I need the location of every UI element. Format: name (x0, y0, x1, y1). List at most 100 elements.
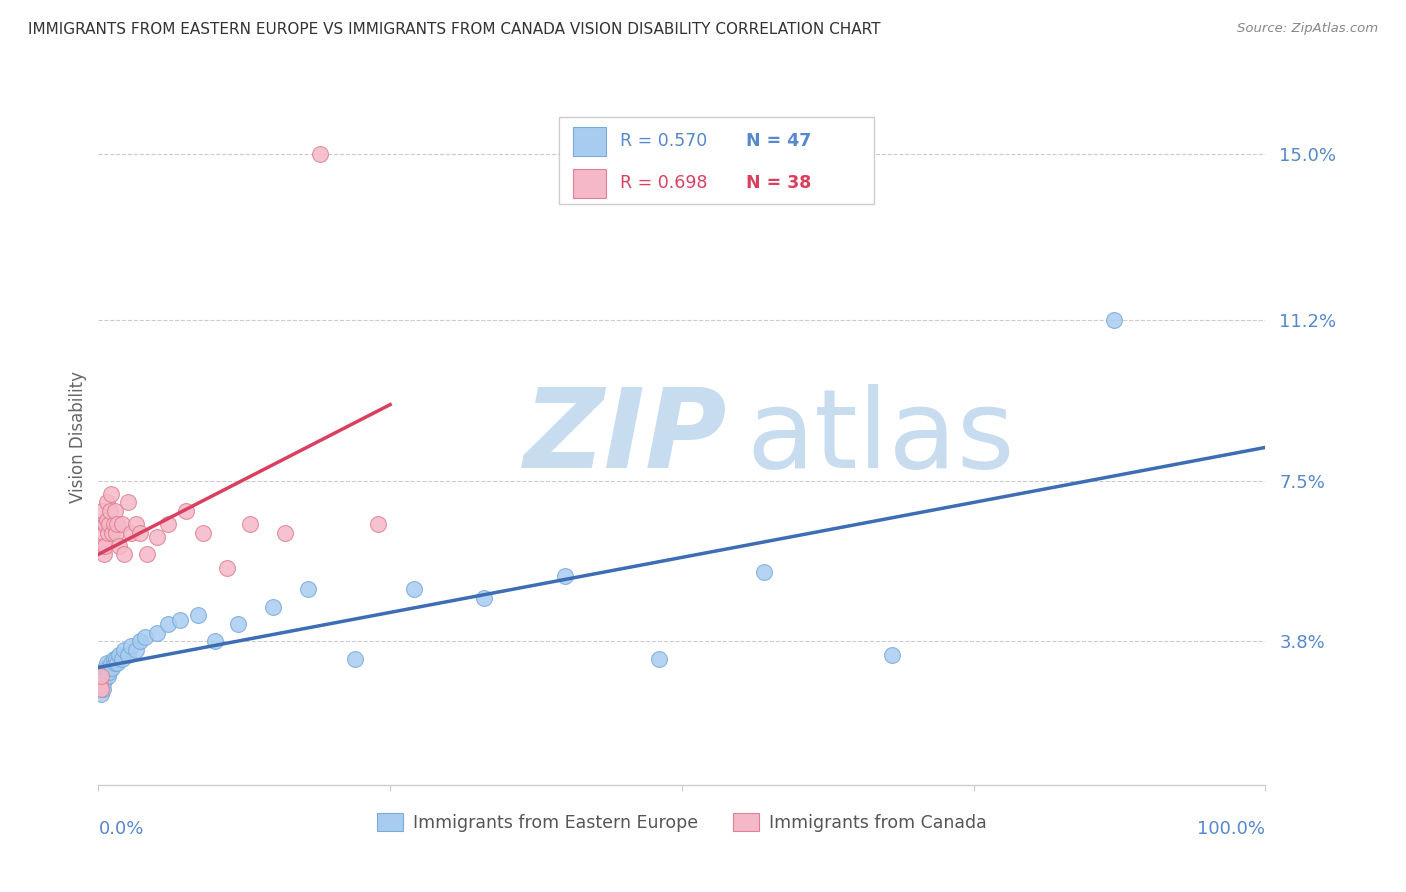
Point (100, 657, 122, 671)
Point (101, 660, 124, 674)
Text: N = 38: N = 38 (747, 174, 811, 192)
Point (215, 560, 238, 574)
Point (472, 591, 495, 605)
Point (309, 147, 332, 161)
Point (117, 648, 139, 662)
Point (97, 665, 120, 679)
Point (97, 669, 120, 683)
Point (97, 525, 120, 540)
Point (125, 516, 148, 531)
Point (129, 525, 152, 540)
FancyBboxPatch shape (560, 117, 875, 204)
Point (104, 525, 127, 540)
Point (262, 599, 284, 614)
Point (647, 652, 669, 666)
Point (108, 648, 131, 662)
Point (193, 525, 215, 540)
Text: Source: ZipAtlas.com: Source: ZipAtlas.com (1237, 22, 1378, 36)
Point (94, 669, 117, 683)
Point (402, 582, 425, 597)
Text: ZIP: ZIP (524, 384, 728, 491)
Point (96, 495, 118, 509)
Point (94, 660, 117, 674)
Point (120, 525, 142, 540)
Point (97, 660, 120, 674)
Point (554, 569, 576, 583)
Text: 100.0%: 100.0% (1198, 820, 1265, 838)
Point (94, 539, 117, 553)
Point (880, 648, 903, 662)
Point (112, 643, 135, 657)
Point (90, 682, 112, 697)
Point (91, 669, 114, 683)
Text: R = 0.570: R = 0.570 (620, 132, 707, 151)
Point (112, 548, 135, 562)
Point (97, 516, 120, 531)
Point (96, 665, 118, 679)
Bar (574, 169, 606, 198)
Point (94, 516, 117, 531)
Point (90, 687, 112, 701)
Point (239, 516, 262, 531)
Point (274, 525, 297, 540)
Point (752, 565, 775, 579)
Point (157, 516, 180, 531)
Point (96, 657, 118, 671)
Point (174, 504, 197, 518)
Point (93, 665, 115, 679)
Point (117, 495, 139, 509)
Point (103, 652, 125, 666)
Point (157, 617, 180, 632)
Point (187, 608, 209, 623)
Point (1102, 312, 1125, 326)
Point (129, 634, 152, 648)
Point (367, 516, 389, 531)
Point (134, 630, 156, 644)
Point (344, 652, 367, 666)
Point (228, 617, 250, 632)
Point (90, 504, 112, 518)
Bar (574, 127, 606, 156)
Point (204, 634, 226, 648)
Point (90, 678, 112, 692)
Point (104, 504, 127, 518)
Point (169, 613, 191, 627)
Text: IMMIGRANTS FROM EASTERN EUROPE VS IMMIGRANTS FROM CANADA VISION DISABILITY CORRE: IMMIGRANTS FROM EASTERN EUROPE VS IMMIGR… (28, 22, 880, 37)
Point (105, 657, 128, 671)
Point (93, 673, 115, 688)
Point (125, 643, 148, 657)
Point (98, 504, 121, 518)
Point (146, 625, 169, 640)
Point (90, 678, 112, 692)
Point (297, 582, 319, 597)
Point (111, 516, 134, 531)
Point (136, 548, 159, 562)
Point (104, 657, 127, 671)
Point (103, 516, 125, 531)
Point (111, 652, 134, 666)
Point (91, 539, 114, 553)
Point (108, 539, 131, 553)
Point (104, 652, 127, 666)
Text: R = 0.698: R = 0.698 (620, 174, 707, 192)
Point (90, 669, 112, 683)
Point (101, 525, 124, 540)
Point (96, 513, 118, 527)
Point (89, 678, 111, 692)
Point (93, 525, 115, 540)
Point (100, 486, 122, 500)
Point (98, 660, 121, 674)
Legend: Immigrants from Eastern Europe, Immigrants from Canada: Immigrants from Eastern Europe, Immigran… (370, 806, 994, 838)
Y-axis label: Vision Disability: Vision Disability (69, 371, 87, 503)
Text: N = 47: N = 47 (747, 132, 811, 151)
Text: 0.0%: 0.0% (98, 820, 143, 838)
Point (90, 673, 112, 688)
Point (91, 682, 114, 697)
Point (146, 530, 169, 544)
Point (120, 639, 142, 653)
Point (91, 516, 114, 531)
Text: atlas: atlas (747, 384, 1015, 491)
Point (89, 682, 111, 697)
Point (105, 516, 128, 531)
Point (93, 548, 115, 562)
